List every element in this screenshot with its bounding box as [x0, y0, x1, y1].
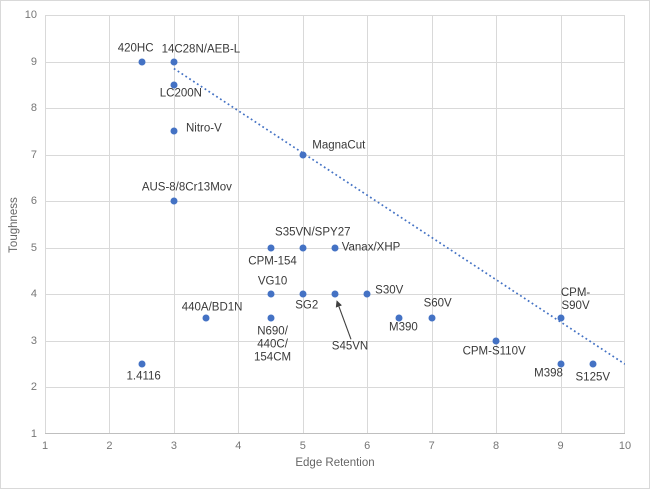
v-gridline — [302, 15, 304, 434]
h-gridline — [45, 154, 625, 156]
x-tick-label: 3 — [170, 440, 177, 452]
y-tick-label: 3 — [30, 334, 37, 347]
x-tick-label: 6 — [364, 440, 371, 452]
data-point-dot — [589, 360, 597, 368]
y-tick-label: 5 — [30, 241, 37, 254]
data-point-label: MagnaCut — [312, 139, 366, 152]
data-point-label: AUS-8/8Cr13Mov — [141, 181, 232, 194]
h-gridline — [45, 108, 625, 110]
data-point-dot — [202, 314, 210, 322]
data-point-label: CPM-S90V — [560, 286, 591, 312]
data-point-label: Nitro-V — [185, 122, 222, 135]
data-point-dot — [267, 290, 275, 298]
data-point-dot — [428, 314, 436, 322]
data-point-label: M398 — [534, 367, 563, 380]
data-point-dot — [170, 197, 178, 205]
v-gridline — [173, 15, 175, 434]
data-point-dot — [170, 127, 178, 135]
data-point-dot — [395, 314, 403, 322]
x-tick-label: 2 — [106, 440, 113, 452]
data-point-label: 14C28N/AEB-L — [161, 43, 241, 56]
data-point-dot — [299, 244, 307, 252]
y-tick-label: 8 — [30, 102, 37, 115]
v-gridline — [238, 15, 240, 434]
data-point-label: S35VN/SPY27 — [275, 226, 351, 239]
v-gridline — [496, 15, 498, 434]
h-gridline — [45, 433, 625, 434]
v-gridline — [624, 15, 625, 434]
y-tick-label: 6 — [30, 195, 37, 208]
data-point-label: S45VN — [331, 340, 369, 353]
data-point-label: S30V — [375, 284, 404, 297]
x-tick-label: 4 — [235, 440, 242, 452]
h-gridline — [45, 15, 625, 16]
data-point-label: VG10 — [257, 275, 288, 288]
data-point-label: M390 — [389, 321, 418, 334]
data-point-label: 440A/BD1N — [181, 301, 243, 314]
y-tick-label: 4 — [30, 288, 37, 301]
v-gridline — [367, 15, 369, 434]
data-point-label: S125V — [575, 371, 611, 384]
v-gridline — [109, 15, 111, 434]
v-gridline — [431, 15, 433, 434]
x-tick-label: 8 — [493, 440, 500, 452]
x-tick-label: 1 — [41, 440, 49, 452]
data-point-dot — [363, 290, 371, 298]
y-tick-label: 10 — [24, 9, 37, 21]
h-gridline — [45, 201, 625, 203]
data-point-label: CPM-S110V — [462, 345, 526, 358]
data-point-dot — [299, 290, 307, 298]
data-point-dot — [138, 360, 146, 368]
data-point-label: SG2 — [295, 299, 319, 312]
x-axis-title: Edge Retention — [295, 457, 375, 469]
data-point-dot — [557, 314, 565, 322]
x-tick-label: 7 — [428, 440, 435, 452]
h-gridline — [45, 340, 625, 342]
plot-area: 420HC 14C28N/AEB-L LC200N Nitro-V AUS-8/8Cr1… — [45, 15, 625, 434]
data-point-label: S60V — [423, 297, 452, 310]
chart-overlay — [173, 67, 625, 365]
data-point-dot — [557, 360, 565, 368]
y-tick-label: 1 — [30, 428, 37, 440]
data-point-dot — [267, 244, 275, 252]
v-gridline — [560, 15, 562, 434]
y-tick-label: 2 — [30, 381, 37, 394]
y-tick-label: 9 — [30, 55, 37, 68]
data-point-dot — [138, 58, 146, 66]
data-point-label: LC200N — [159, 87, 202, 100]
data-point-dot — [331, 290, 339, 298]
data-point-label: Vanax/XHP — [341, 241, 401, 254]
v-gridline — [45, 15, 46, 434]
h-gridline — [45, 387, 625, 389]
x-tick-label: 10 — [618, 440, 632, 452]
x-tick-label: 5 — [299, 440, 306, 452]
data-point-label: 420HC — [117, 42, 154, 55]
data-point-dot — [267, 314, 275, 322]
data-point-dot — [492, 337, 500, 345]
annotation-arrow — [335, 300, 352, 340]
data-point-label: N690/ 440C/ 154CM — [254, 325, 292, 364]
data-point-label: CPM-154 — [248, 255, 297, 268]
data-point-label: 1.4116 — [126, 370, 161, 383]
y-tick-label: 7 — [30, 148, 37, 161]
data-point-dot — [170, 58, 178, 66]
data-point-dot — [299, 151, 307, 159]
data-point-dot — [170, 81, 178, 89]
x-tick-label: 9 — [557, 440, 564, 452]
h-gridline — [45, 61, 625, 63]
data-point-dot — [331, 244, 339, 252]
